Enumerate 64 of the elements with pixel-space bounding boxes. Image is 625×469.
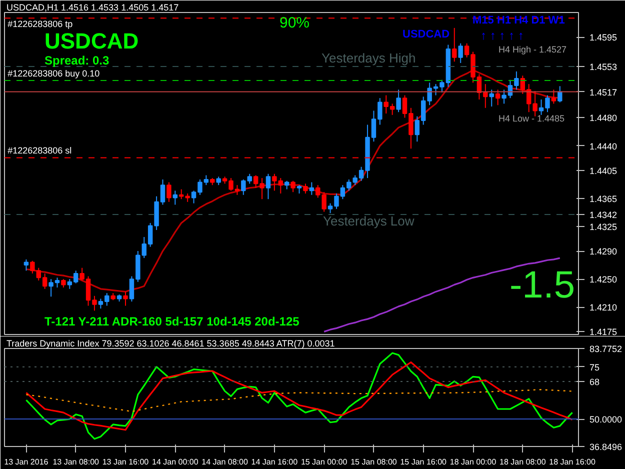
y-tick-label: 83.7752 [590, 344, 622, 354]
candlestick [452, 27, 457, 62]
chart-title: USDCAD,H1 1.4516 1.4533 1.4505 1.4517 [6, 2, 179, 12]
line-series [25, 361, 574, 431]
candlestick [396, 89, 401, 113]
y-tick-label: 1.4595 [590, 32, 618, 43]
candlestick [123, 291, 128, 306]
y-tick-label: 1.4405 [590, 166, 618, 176]
x-tick-label: 13 Jan 16:00 [102, 458, 150, 466]
candlestick [458, 42, 463, 64]
x-tick-label: 14 Jan 08:00 [202, 458, 248, 466]
candlestick [551, 89, 556, 104]
annotation: USDCAD [44, 28, 139, 54]
candlestick [290, 180, 296, 193]
ref-line-label: #1226283806 tp [8, 19, 73, 30]
y-tick-label: 68 [590, 376, 600, 387]
y-tick-label: 1.4553 [590, 62, 618, 72]
candlestick [303, 183, 308, 194]
annotation: Spread: 0.3 [44, 54, 110, 68]
ref-line-label: Yesterdays High [322, 50, 416, 66]
ref-line-label: #1226283806 sl [8, 146, 72, 156]
y-tick-label: 1.4290 [590, 246, 618, 257]
y-tick-label: 1.4342 [590, 210, 618, 220]
annotation: T-121 Y-211 ADR-160 5d-157 10d-145 20d-125 [44, 314, 300, 328]
y-tick-label: 36.8496 [590, 442, 622, 452]
y-tick-label: 1.4440 [590, 141, 618, 152]
line-series [26, 388, 573, 412]
y-tick-label: 75 [590, 362, 600, 372]
x-tick-label: 13 Jan 2016 [4, 458, 49, 466]
y-tick-label: 1.4175 [590, 327, 618, 338]
candlestick [266, 173, 271, 200]
annotation: M15 H1 H4 D1 W1 [472, 14, 565, 26]
annotation: 90% [280, 14, 310, 32]
annotation: ↑ ↑ ↑ ↑ ↑ [480, 28, 524, 42]
x-tick-label: 15 Jan 00:00 [300, 458, 348, 466]
x-tick-label: 18 Jan 16:00 [549, 458, 596, 466]
x-tick-label: 15 Jan 08:00 [350, 458, 398, 466]
line-series [25, 352, 574, 440]
y-tick-label: 50.0000 [590, 414, 622, 425]
candlestick [172, 190, 178, 206]
annotation: H4 Low - 1.4485 [498, 114, 565, 124]
annotation: USDCAD [402, 28, 450, 40]
candlestick [166, 182, 172, 202]
y-tick-label: 1.4517 [590, 87, 618, 98]
y-tick-label: 1.4325 [590, 222, 618, 232]
candlestick [489, 89, 494, 108]
x-tick-label: 14 Jan 16:00 [251, 458, 298, 466]
candlestick [495, 89, 500, 106]
candlestick [24, 258, 29, 272]
x-tick-label: 18 Jan 00:00 [450, 458, 497, 466]
ref-line-label: Yesterdays Low [322, 214, 415, 229]
annotation: -1.5 [510, 264, 575, 306]
annotation: H4 High - 1.4527 [498, 44, 567, 54]
chart-title: Traders Dynamic Index 79.3592 63.1026 46.8461 53.3685 49.8443 ATR(7) 0.0031 [6, 338, 335, 348]
y-tick-label: 1.4480 [590, 113, 618, 124]
x-tick-label: 18 Jan 08:00 [500, 458, 546, 466]
x-tick-label: 14 Jan 00:00 [152, 458, 199, 466]
candlestick [309, 182, 314, 196]
y-tick-label: 1.4250 [590, 274, 618, 285]
ref-line-label: #1226283806 buy 0.10 [8, 68, 100, 79]
y-tick-label: 1.4365 [590, 194, 618, 204]
x-tick-label: 13 Jan 08:00 [52, 458, 100, 466]
x-tick-label: 15 Jan 16:00 [400, 458, 448, 466]
y-tick-label: 1.4210 [590, 302, 618, 313]
